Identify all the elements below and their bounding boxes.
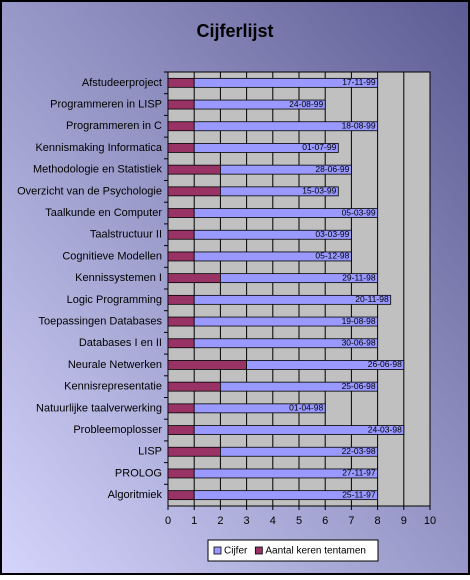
bar-segment (167, 121, 195, 132)
bar-segment (193, 143, 339, 153)
y-tick-label: Neurale Netwerken (68, 359, 162, 371)
y-tick-label: Probleemoplosser (73, 424, 162, 436)
bar-segment (193, 121, 378, 132)
bar-segment (167, 316, 195, 327)
legend-label: Aantal keren tentamen (265, 546, 366, 557)
bar-annotation: 15-03-99 (302, 186, 336, 196)
bar-annotation: 27-11-97 (342, 468, 376, 478)
legend-box (207, 539, 379, 562)
y-tick-label: Logic Programming (67, 294, 162, 306)
bar-annotation: 01-04-98 (289, 403, 323, 413)
y-tick-label: Kennisrepresentatie (64, 381, 162, 393)
y-tick-label: PROLOG (115, 467, 162, 479)
legend-swatch (213, 546, 222, 555)
bar-annotation: 18-08-99 (342, 121, 376, 131)
bar-segment (167, 403, 195, 414)
bar-segment (219, 446, 378, 457)
bar-segment (167, 77, 195, 88)
x-tick-label: 4 (270, 515, 276, 527)
x-tick-label: 2 (217, 515, 223, 527)
bar-annotation: 25-11-97 (342, 489, 376, 499)
y-tick-label: Afstudeerproject (82, 77, 162, 89)
bar-segment (193, 77, 378, 88)
bar-segment (193, 468, 378, 479)
y-tick-label: Taalkunde en Computer (45, 207, 162, 219)
bar-segment (193, 251, 352, 262)
bar-segment (193, 294, 392, 305)
bar-annotation: 24-03-98 (368, 424, 402, 434)
bar-annotation: 20-11-98 (355, 294, 389, 304)
x-tick-label: 1 (191, 515, 197, 527)
bar-segment (167, 208, 195, 218)
x-tick-label: 6 (322, 515, 328, 527)
bar-annotation: 03-03-99 (315, 229, 349, 239)
y-tick-label: Programmeren in C (66, 120, 162, 132)
y-tick-label: Taalstructuur II (90, 229, 162, 241)
y-tick-label: Natuurlijke taalverwerking (36, 402, 162, 414)
y-tick-label: Databases I en II (79, 337, 162, 349)
bar-segment (193, 208, 378, 218)
bar-annotation: 24-08-99 (289, 99, 323, 109)
bar-segment (167, 251, 195, 262)
x-tick-label: 10 (424, 515, 436, 527)
bar-segment (167, 273, 221, 284)
bar-annotation: 26-06-98 (368, 359, 402, 369)
bar-segment (167, 425, 195, 435)
x-tick-label: 7 (348, 515, 354, 527)
y-tick-label: Cognitieve Modellen (62, 250, 162, 262)
y-tick-label: Kennismaking Informatica (35, 142, 162, 154)
bar-segment (219, 381, 378, 392)
bar-annotation: 25-06-98 (342, 381, 376, 391)
x-tick-label: 9 (401, 515, 407, 527)
bar-segment (167, 338, 195, 349)
bar-annotation: 30-06-98 (342, 338, 376, 348)
bar-segment (167, 490, 195, 501)
y-tick-label: Kennissystemen I (75, 272, 162, 284)
bar-segment (219, 273, 378, 284)
bar-segment (167, 143, 195, 153)
bar-segment (193, 229, 352, 240)
bar-segment (167, 468, 195, 479)
bar-annotation: 01-07-99 (302, 142, 336, 152)
bar-segment (219, 186, 339, 197)
bar-segment (193, 99, 326, 110)
bar-segment (193, 403, 326, 414)
bar-segment (193, 425, 405, 435)
bar-segment (167, 294, 195, 305)
bar-segment (193, 316, 378, 327)
bar-segment (167, 164, 221, 175)
bar-annotation: 05-03-99 (342, 207, 376, 217)
y-tick-label: Algoritmiek (108, 489, 163, 501)
legend-swatch (254, 546, 263, 555)
y-tick-label: Programmeren in LISP (50, 98, 162, 110)
bar-segment (167, 360, 247, 370)
bar-segment (246, 360, 405, 370)
bar-annotation: 22-03-98 (342, 446, 376, 456)
bar-annotation: 29-11-98 (342, 272, 376, 282)
x-tick-label: 0 (165, 515, 171, 527)
bar-segment (193, 338, 378, 349)
bar-segment (167, 381, 221, 392)
x-tick-label: 3 (244, 515, 250, 527)
bar-annotation: 05-12-98 (315, 251, 349, 261)
y-tick-label: LISP (138, 446, 162, 458)
x-tick-label: 8 (375, 515, 381, 527)
x-tick-label: 5 (296, 515, 302, 527)
bar-segment (167, 446, 221, 457)
bar-segment (219, 164, 352, 175)
chart-title: Cijferlijst (196, 21, 273, 41)
bar-segment (167, 186, 221, 197)
bar-segment (193, 490, 378, 501)
y-tick-label: Methodologie en Statistiek (33, 164, 163, 176)
y-tick-label: Overzicht van de Psychologie (17, 185, 162, 197)
y-tick-label: Toepassingen Databases (38, 315, 162, 327)
bar-annotation: 19-08-98 (342, 316, 376, 326)
bar-segment (167, 229, 195, 240)
bar-annotation: 17-11-99 (342, 77, 376, 87)
legend-label: Cijfer (224, 546, 248, 557)
bar-annotation: 28-06-99 (315, 164, 349, 174)
bar-segment (167, 99, 195, 110)
